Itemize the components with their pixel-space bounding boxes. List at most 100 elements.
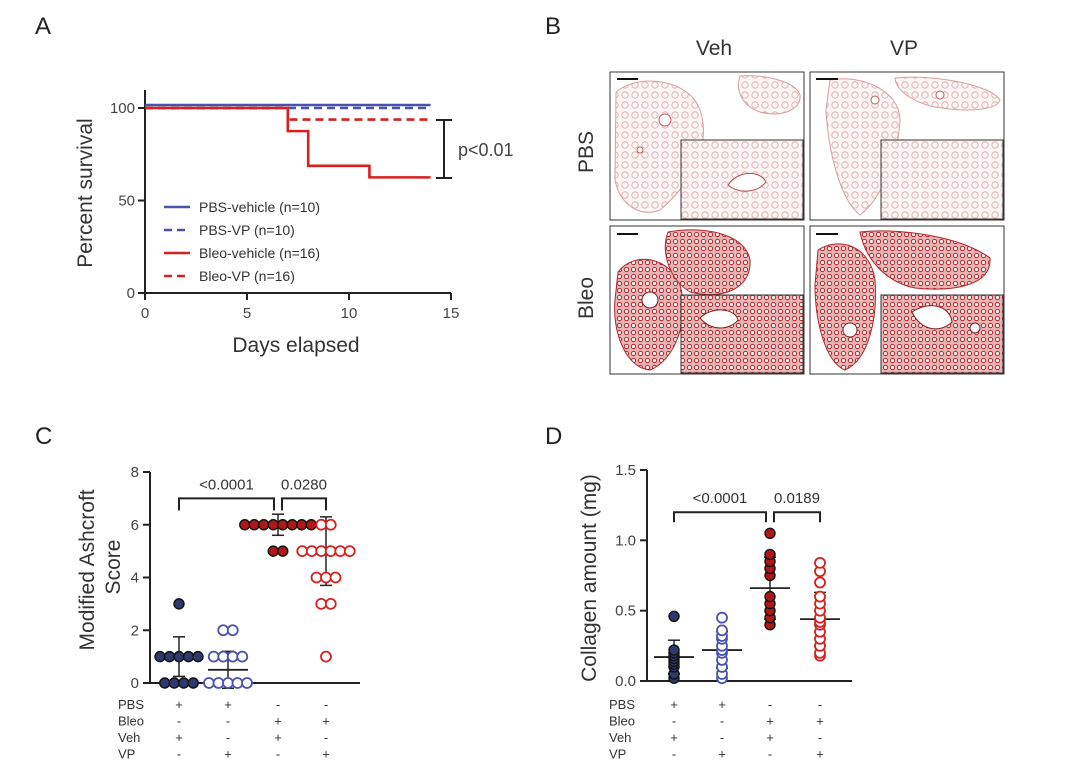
- ashcroft-table-cell: +: [274, 730, 282, 745]
- survival-significance-bracket: [436, 119, 452, 179]
- survival-x-tick-label: 5: [243, 305, 251, 322]
- ashcroft-data-point: [324, 545, 337, 558]
- ashcroft-data-point: [226, 650, 239, 663]
- collagen-table-row-label: Veh: [609, 730, 631, 745]
- ashcroft-table-cell: -: [276, 697, 280, 712]
- ashcroft-data-point: [329, 571, 342, 584]
- collagen-points: [654, 527, 840, 685]
- ashcroft-table-cell: -: [226, 714, 230, 729]
- collagen-table-cell: -: [720, 714, 724, 729]
- ashcroft-data-point: [217, 624, 230, 637]
- ashcroft-data-point: [315, 597, 328, 610]
- histology-image-pbs-vp: [809, 71, 1005, 221]
- collagen-y-tick-label: 1.0: [615, 532, 636, 549]
- survival-chart: 0 50 100 0 5 10 15 PBS-vehicle (n=10) PBS-VP (n…: [74, 90, 514, 357]
- ashcroft-table-cell: +: [322, 714, 330, 729]
- survival-legend-label: PBS-vehicle (n=10): [199, 199, 320, 215]
- ashcroft-table-cell: -: [324, 697, 328, 712]
- panel-letter-b: B: [545, 13, 561, 40]
- histology-panel: Veh VP PBS Bleo: [575, 37, 1005, 375]
- ashcroft-y-tick-label: 8: [131, 464, 139, 481]
- ashcroft-data-point: [334, 545, 347, 558]
- ashcroft-table-row-label: VP: [118, 747, 135, 762]
- survival-ylabel: Percent survival: [74, 118, 97, 267]
- survival-legend: PBS-vehicle (n=10) PBS-VP (n=10) Bleo-vehi…: [164, 199, 320, 284]
- ashcroft-data-point: [239, 519, 251, 531]
- collagen-y-tick-label: 1.5: [615, 462, 636, 479]
- ashcroft-data-point: [173, 650, 185, 663]
- collagen-data-point: [814, 556, 826, 569]
- ashcroft-data-point: [241, 677, 253, 689]
- collagen-table-cell: -: [672, 747, 676, 762]
- ashcroft-table-cell: +: [322, 747, 330, 762]
- collagen-table-row-label: PBS: [609, 697, 635, 712]
- survival-x-tick-label: 15: [443, 305, 460, 322]
- collagen-data-point: [814, 590, 826, 603]
- survival-y-tick-label: 100: [110, 100, 135, 117]
- ashcroft-data-point: [277, 519, 289, 531]
- histology-row-label-pbs: PBS: [575, 131, 598, 173]
- ashcroft-table-cell: -: [324, 730, 328, 745]
- collagen-table-cell: -: [818, 730, 822, 745]
- panel-letter-d: D: [545, 423, 562, 450]
- collagen-table-cell: +: [766, 730, 774, 745]
- collagen-data-point: [716, 624, 728, 637]
- ashcroft-table-cell: +: [175, 697, 183, 712]
- ashcroft-sig-label: <0.0001: [199, 476, 254, 493]
- histology-col-label-veh: Veh: [696, 37, 732, 60]
- survival-series-line: [145, 106, 431, 121]
- collagen-sig-bracket: [673, 511, 767, 523]
- collagen-sig-label: <0.0001: [693, 490, 748, 507]
- ashcroft-table-row-label: Veh: [118, 730, 140, 745]
- collagen-y-tick-label: 0.0: [615, 673, 636, 690]
- ashcroft-data-point: [305, 519, 317, 531]
- collagen-table-cell: +: [718, 747, 726, 762]
- ashcroft-axes: 0 2 4 6 8: [131, 464, 360, 692]
- collagen-table-cell: +: [670, 730, 678, 745]
- ashcroft-data-point: [231, 677, 244, 689]
- ashcroft-data-point: [324, 518, 337, 531]
- ashcroft-sig-label: 0.0280: [281, 476, 327, 493]
- collagen-sig-label: 0.0189: [774, 490, 820, 507]
- ashcroft-data-point: [277, 545, 289, 557]
- ashcroft-data-point: [217, 650, 230, 663]
- ashcroft-y-tick-label: 2: [131, 622, 139, 639]
- ashcroft-data-point: [267, 545, 279, 557]
- ashcroft-data-point: [296, 545, 309, 558]
- collagen-table-cell: +: [816, 714, 824, 729]
- ashcroft-data-point: [267, 519, 279, 531]
- ashcroft-points: [154, 513, 356, 690]
- collagen-treatment-table: PBS + + - -Bleo - - + +Veh + - + -VP - + - +: [609, 697, 824, 762]
- survival-legend-label: Bleo-vehicle (n=16): [199, 245, 320, 261]
- collagen-table-cell: -: [672, 714, 676, 729]
- collagen-ylabel: Collagen amount (mg): [578, 474, 601, 682]
- ashcroft-data-point: [305, 545, 318, 558]
- ashcroft-data-point: [207, 650, 220, 663]
- ashcroft-data-point: [163, 650, 176, 663]
- survival-x-tick-label: 10: [341, 305, 358, 322]
- survival-y-tick-label: 0: [127, 285, 135, 302]
- survival-lines: [145, 103, 431, 179]
- histology-col-label-vp: VP: [890, 37, 918, 60]
- ashcroft-data-point: [320, 571, 332, 584]
- ashcroft-data-point: [315, 518, 328, 531]
- ashcroft-table-cell: -: [177, 747, 181, 762]
- collagen-table-cell: -: [818, 697, 822, 712]
- panel-letter-a: A: [35, 13, 51, 40]
- ashcroft-data-point: [315, 545, 328, 558]
- ashcroft-data-point: [192, 650, 204, 663]
- survival-axes: 0 50 100 0 5 10 15: [110, 90, 459, 322]
- ashcroft-brackets: <0.0001 0.0280: [178, 476, 327, 511]
- panel-letter-c: C: [35, 423, 52, 450]
- ashcroft-data-point: [296, 519, 308, 531]
- survival-x-tick-label: 0: [141, 305, 149, 322]
- ashcroft-ylabel-line1: Modified Ashcroft: [76, 489, 99, 650]
- histology-image-bleo-veh: [609, 225, 805, 375]
- ashcroft-ylabel: Modified Ashcroft Score: [76, 484, 125, 651]
- ashcroft-data-point: [226, 624, 239, 637]
- ashcroft-data-point: [212, 677, 225, 689]
- survival-y-tick-label: 50: [118, 193, 135, 210]
- collagen-table-cell: +: [766, 714, 774, 729]
- ashcroft-table-cell: -: [276, 747, 280, 762]
